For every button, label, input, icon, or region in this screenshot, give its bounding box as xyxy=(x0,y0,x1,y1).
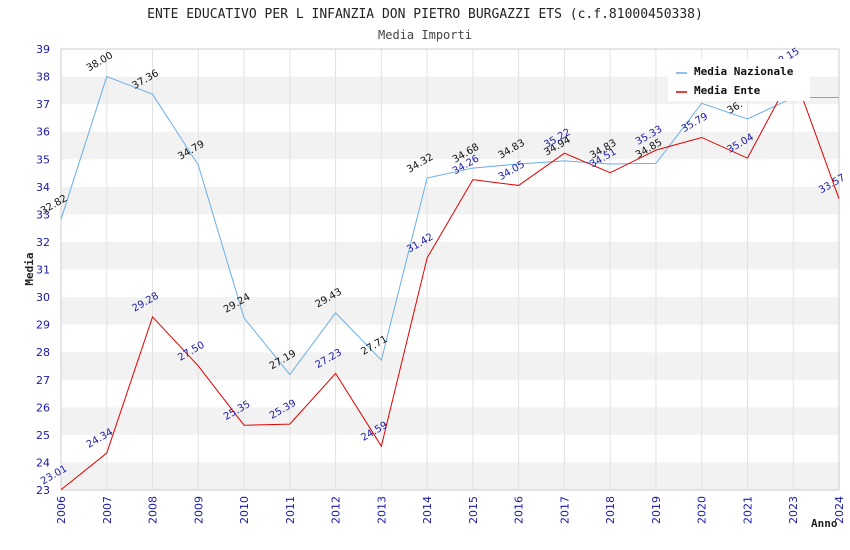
x-tick-label: 2006 xyxy=(55,496,68,524)
grid-band xyxy=(61,186,839,215)
grid-band xyxy=(61,407,839,435)
chart-subtitle: Media Importi xyxy=(378,28,472,42)
y-tick-label: 26 xyxy=(36,401,50,414)
grid-band xyxy=(61,269,839,298)
grid-band xyxy=(61,352,839,380)
y-tick-label: 25 xyxy=(36,429,50,442)
series-line-media-ente xyxy=(60,71,840,491)
y-tick-label: 36 xyxy=(36,126,50,139)
x-tick-label: 2019 xyxy=(650,496,663,524)
x-tick-label: 2014 xyxy=(421,496,434,524)
grid-band xyxy=(61,462,839,490)
x-tick-label: 2018 xyxy=(604,496,617,524)
x-tick-label: 2024 xyxy=(833,496,846,524)
grid-band xyxy=(61,241,839,270)
y-tick-label: 35 xyxy=(36,153,50,166)
grid-band xyxy=(61,434,839,463)
grid-band xyxy=(61,324,839,353)
y-axis-ticks: 23 24 25 26 27 28 29 30 31 32 33 34 35 36 37 38 39 xyxy=(36,43,50,497)
grid-band xyxy=(61,297,839,325)
y-tick-label: 30 xyxy=(36,291,50,304)
x-tick-label: 2007 xyxy=(101,496,114,524)
y-tick-label: 38 xyxy=(36,71,50,84)
plot-frame xyxy=(60,48,840,491)
y-tick-label: 39 xyxy=(36,43,50,56)
grid-band xyxy=(61,131,839,160)
x-tick-label: 2010 xyxy=(238,496,251,524)
x-tick-label: 2011 xyxy=(284,496,297,524)
y-tick-label: 34 xyxy=(36,181,50,194)
y-axis-label: Media xyxy=(23,252,36,285)
x-axis-ticks: 2006 2007 2008 2009 2010 2011 2012 2013 2014 2015… xyxy=(55,496,846,524)
y-tick-label: 27 xyxy=(36,374,50,387)
x-tick-label: 2016 xyxy=(513,496,526,524)
series-layer xyxy=(60,71,840,491)
y-tick-label: 33 xyxy=(36,208,50,221)
y-tick-label: 31 xyxy=(36,264,50,277)
legend: Media Nazionale Media Ente xyxy=(668,59,810,101)
x-tick-label: 2020 xyxy=(696,496,709,524)
chart-title: ENTE EDUCATIVO PER L INFANZIA DON PIETRO… xyxy=(147,7,703,22)
y-tick-label: 23 xyxy=(36,484,50,497)
x-axis-label: Anno xyxy=(811,517,838,530)
series-line-media-nazionale xyxy=(60,75,839,376)
legend-entry-media-nazionale: Media Nazionale xyxy=(694,65,794,78)
x-tick-label: 2009 xyxy=(192,496,205,524)
grid-band xyxy=(61,379,839,408)
x-tick-label: 2017 xyxy=(558,496,571,524)
y-tick-label: 32 xyxy=(36,236,50,249)
x-tick-label: 2013 xyxy=(375,496,388,524)
y-tick-label: 29 xyxy=(36,319,50,332)
legend-entry-media-ente: Media Ente xyxy=(694,84,761,97)
x-tick-label: 2015 xyxy=(467,496,480,524)
x-tick-label: 2008 xyxy=(147,496,160,524)
y-tick-label: 28 xyxy=(36,346,50,359)
x-tick-label: 2021 xyxy=(741,496,754,524)
grid-bands xyxy=(61,49,839,490)
y-tick-label: 24 xyxy=(36,456,50,469)
grid-band xyxy=(61,104,839,132)
x-tick-label: 2023 xyxy=(787,496,800,524)
y-tick-label: 37 xyxy=(36,98,50,111)
x-tick-label: 2012 xyxy=(330,496,343,524)
legend-box xyxy=(668,59,810,101)
